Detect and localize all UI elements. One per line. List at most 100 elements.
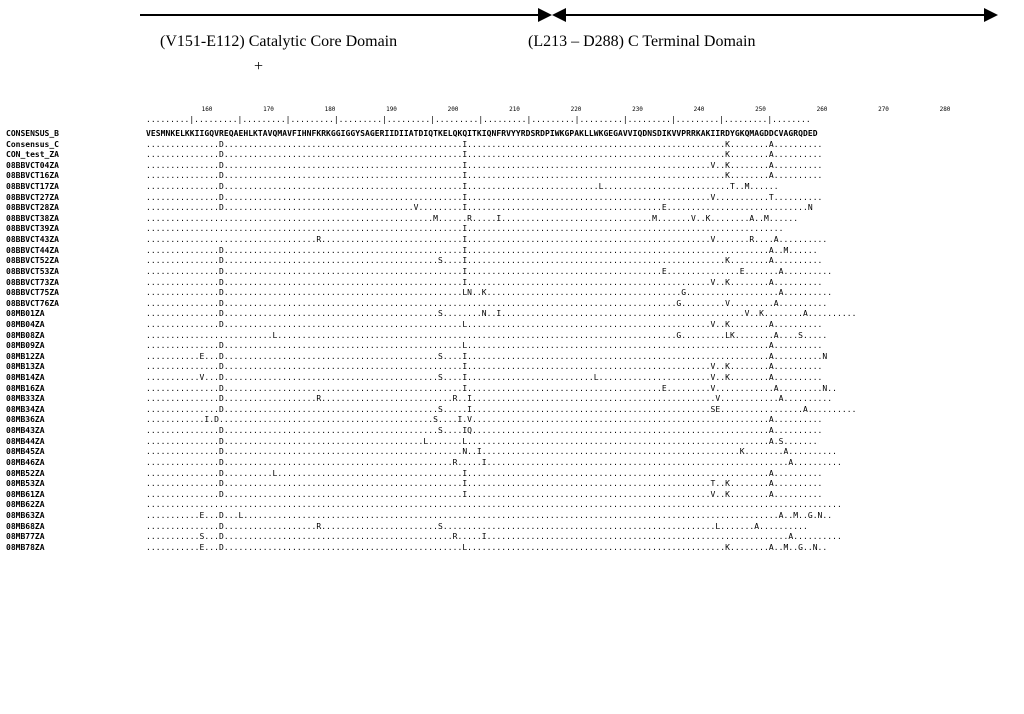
sequence-row: ...............D........................… (146, 139, 823, 149)
sequence-row: ...............D...................R....… (146, 521, 808, 531)
sequence-row: ...............D........................… (146, 426, 823, 436)
ruler-number: 180 (324, 106, 336, 113)
sequence-row: ...............D........................… (146, 160, 823, 170)
sequence-name: 08MB63ZA (6, 510, 45, 520)
sequence-row: ...............D........................… (146, 489, 823, 499)
sequence-row: ...............D........................… (146, 203, 813, 213)
sequence-row: ..........................L.............… (146, 330, 828, 340)
sequence-row: ...............D........................… (146, 447, 838, 457)
sequence-name: 08BBVCT53ZA (6, 266, 59, 276)
sequence-name: 08BBVCT75ZA (6, 288, 59, 298)
sequence-row: ........................................… (146, 213, 799, 223)
ruler-number: 210 (509, 106, 520, 113)
sequence-row: ...............D........................… (146, 288, 833, 298)
sequence-name: 08BBVCT27ZA (6, 192, 59, 202)
sequence-name: 08MB12ZA (6, 351, 45, 361)
cterm-domain-label: (L213 – D288) C Terminal Domain (528, 33, 756, 50)
sequence-name: 08MB33ZA (6, 394, 45, 404)
sequence-row: ........................................… (146, 224, 784, 234)
ruler-number: 250 (755, 106, 766, 113)
sequence-name: Consensus_C (6, 139, 59, 149)
cterm-domain-arrowhead-left (552, 8, 566, 22)
sequence-name: 08MB53ZA (6, 479, 45, 489)
sequence-name: 08MB36ZA (6, 415, 45, 425)
sequence-name: 08BBVCT04ZA (6, 160, 59, 170)
sequence-name: 08MB77ZA (6, 532, 45, 542)
sequence-name: 08MB43ZA (6, 426, 45, 436)
sequence-row: ...............D........................… (146, 298, 828, 308)
sequence-name: 08MB01ZA (6, 309, 45, 319)
ruler-number: 260 (816, 106, 828, 113)
sequence-name: 08MB46ZA (6, 457, 45, 467)
sequence-name: 08MB34ZA (6, 404, 45, 414)
ruler-number: 200 (447, 106, 459, 113)
core-domain-arrowhead (538, 8, 552, 22)
sequence-name: 08MB78ZA (6, 542, 45, 552)
sequence-name: CON_test_ZA (6, 150, 59, 160)
sequence-row: ...............D........................… (146, 362, 823, 372)
sequence-name: 08BBVCT76ZA (6, 298, 59, 308)
sequence-name: 08BBVCT39ZA (6, 224, 59, 234)
sequence-name: 08BBVCT52ZA (6, 256, 59, 266)
sequence-row: ...............D........................… (146, 192, 823, 202)
ruler-number: 280 (939, 106, 951, 113)
sequence-name: 08BBVCT73ZA (6, 277, 59, 287)
sequence-name: 08MB45ZA (6, 447, 45, 457)
sequence-row: ...............D........................… (146, 256, 823, 266)
sequence-name: 08BBVCT17ZA (6, 182, 59, 192)
sequence-name: 08MB62ZA (6, 500, 45, 510)
sequence-row: ...........E...D...L....................… (146, 510, 833, 520)
sequence-name: 08BBVCT44ZA (6, 245, 59, 255)
sequence-row: ...........V...D........................… (146, 373, 823, 383)
cterm-domain-arrowhead-right (984, 8, 998, 22)
sequence-row: ...............D........................… (146, 171, 823, 181)
sequence-names: CONSENSUS_B Consensus_C CON_test_ZA 08BBVCT… (6, 129, 59, 553)
sequence-row: ...............D...................R....… (146, 394, 833, 404)
sequence-row: ...............D........................… (146, 266, 833, 276)
sequence-name: 08BBVCT43ZA (6, 235, 59, 245)
sequence-name: 08MB09ZA (6, 341, 45, 351)
plus-mark: + (254, 58, 264, 75)
sequence-row: ...............D........................… (146, 245, 818, 255)
sequence-row: ...............D........................… (146, 319, 823, 329)
sequence-row: ...............D........................… (146, 383, 838, 393)
sequence-name: 08MB14ZA (6, 373, 45, 383)
sequence-alignment: VESMNKELKKIIGQVREQAEHLKTAVQMAVFIHNFKRKGG… (146, 129, 857, 553)
ruler-number: 270 (878, 106, 889, 113)
sequence-row: ...............D........................… (146, 457, 842, 467)
sequence-row: ...........E...D........................… (146, 351, 828, 361)
sequence-row: ........................................… (146, 500, 842, 510)
sequence-name: 08BBVCT16ZA (6, 171, 59, 181)
sequence-row: VESMNKELKKIIGQVREQAEHLKTAVQMAVFIHNFKRKGG… (146, 129, 818, 138)
ruler-number: 160 (201, 106, 213, 113)
ruler-number: 170 (263, 106, 274, 113)
sequence-row: ...................................R....… (146, 235, 828, 245)
sequence-name: 08MB08ZA (6, 330, 45, 340)
sequence-row: ...............D........................… (146, 150, 823, 160)
ruler-ticks: .........|.........|.........|.........|… (146, 115, 811, 124)
sequence-row: ...............D........................… (146, 479, 823, 489)
sequence-name: 08MB61ZA (6, 489, 45, 499)
sequence-row: ...........S...D........................… (146, 532, 842, 542)
sequence-row: ...............D........................… (146, 341, 823, 351)
sequence-row: ............I.D.........................… (146, 415, 823, 425)
ruler-number: 240 (693, 106, 705, 113)
ruler-number: 230 (632, 106, 643, 113)
sequence-name: 08BBVCT28ZA (6, 203, 59, 213)
sequence-name: CONSENSUS_B (6, 129, 59, 138)
sequence-row: ...............D........................… (146, 277, 823, 287)
core-domain-label: (V151-E112) Catalytic Core Domain (160, 33, 398, 50)
sequence-name: 08MB52ZA (6, 468, 45, 478)
sequence-name: 08MB16ZA (6, 383, 45, 393)
sequence-row: ...............D........................… (146, 404, 857, 414)
ruler-number: 190 (386, 106, 397, 113)
sequence-name: 08MB13ZA (6, 362, 45, 372)
sequence-name: 08MB68ZA (6, 521, 45, 531)
sequence-row: ...............D........................… (146, 182, 779, 192)
ruler-number: 220 (570, 106, 582, 113)
sequence-name: 08MB04ZA (6, 319, 45, 329)
sequence-row: ...............D..........L.............… (146, 468, 823, 478)
sequence-row: ...............D........................… (146, 309, 857, 319)
sequence-name: 08MB44ZA (6, 436, 45, 446)
